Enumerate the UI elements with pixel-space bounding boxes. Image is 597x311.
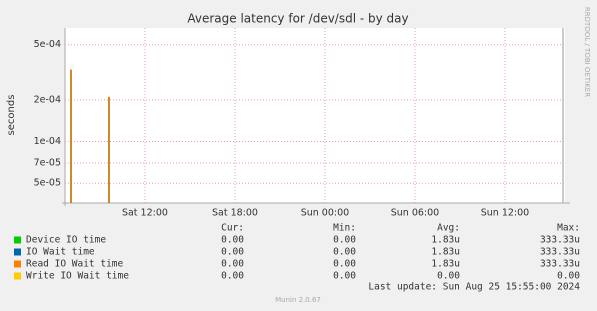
legend-label: Read IO Wait time (26, 259, 124, 270)
legend-value: 1.83u (431, 235, 460, 246)
legend-value: 0.00 (221, 235, 244, 246)
legend-value: 1.83u (431, 259, 460, 270)
side-label: RRDTOOL / TOBI OETIKER (583, 7, 591, 97)
legend-value: 333.33u (540, 235, 580, 246)
x-tick-label: Sun 12:00 (481, 208, 529, 219)
column-header: Cur: (221, 223, 244, 234)
legend-value: 0.00 (437, 271, 460, 282)
legend-value: 0.00 (221, 259, 244, 270)
y-tick-label: 5e-04 (34, 39, 61, 50)
legend-value: 333.33u (540, 259, 580, 270)
x-tick-label: Sun 00:00 (301, 208, 349, 219)
legend-value: 1.83u (431, 247, 460, 258)
legend-value: 0.00 (557, 271, 580, 282)
x-tick-label: Sun 06:00 (391, 208, 439, 219)
legend-swatch (14, 236, 21, 244)
column-header: Min: (333, 223, 356, 234)
y-tick-label: 7e-05 (34, 157, 61, 168)
chart-title: Average latency for /dev/sdl - by day (187, 12, 408, 26)
legend-value: 0.00 (333, 235, 356, 246)
legend-label: IO Wait time (26, 247, 95, 258)
footer: Munin 2.0.67 (275, 296, 321, 304)
plot-area (65, 28, 565, 203)
legend-swatch (14, 272, 21, 280)
last-update: Last update: Sun Aug 25 15:55:00 2024 (368, 282, 580, 293)
x-tick-label: Sat 12:00 (122, 208, 168, 219)
legend-value: 0.00 (333, 271, 356, 282)
y-tick-label: 2e-04 (34, 94, 61, 105)
legend-swatch (14, 260, 21, 268)
y-axis-label: seconds (6, 95, 17, 136)
legend-value: 0.00 (333, 247, 356, 258)
legend-swatch (14, 248, 21, 256)
column-header: Max: (557, 223, 580, 234)
legend-label: Device IO time (26, 235, 106, 246)
y-tick-label: 1e-04 (34, 136, 61, 147)
legend-value: 0.00 (221, 271, 244, 282)
legend-value: 0.00 (333, 259, 356, 270)
legend-label: Write IO Wait time (26, 271, 129, 282)
column-header: Avg: (437, 223, 460, 234)
legend-value: 0.00 (221, 247, 244, 258)
legend-value: 333.33u (540, 247, 580, 258)
y-tick-label: 5e-05 (34, 178, 61, 189)
x-tick-label: Sat 18:00 (212, 208, 258, 219)
